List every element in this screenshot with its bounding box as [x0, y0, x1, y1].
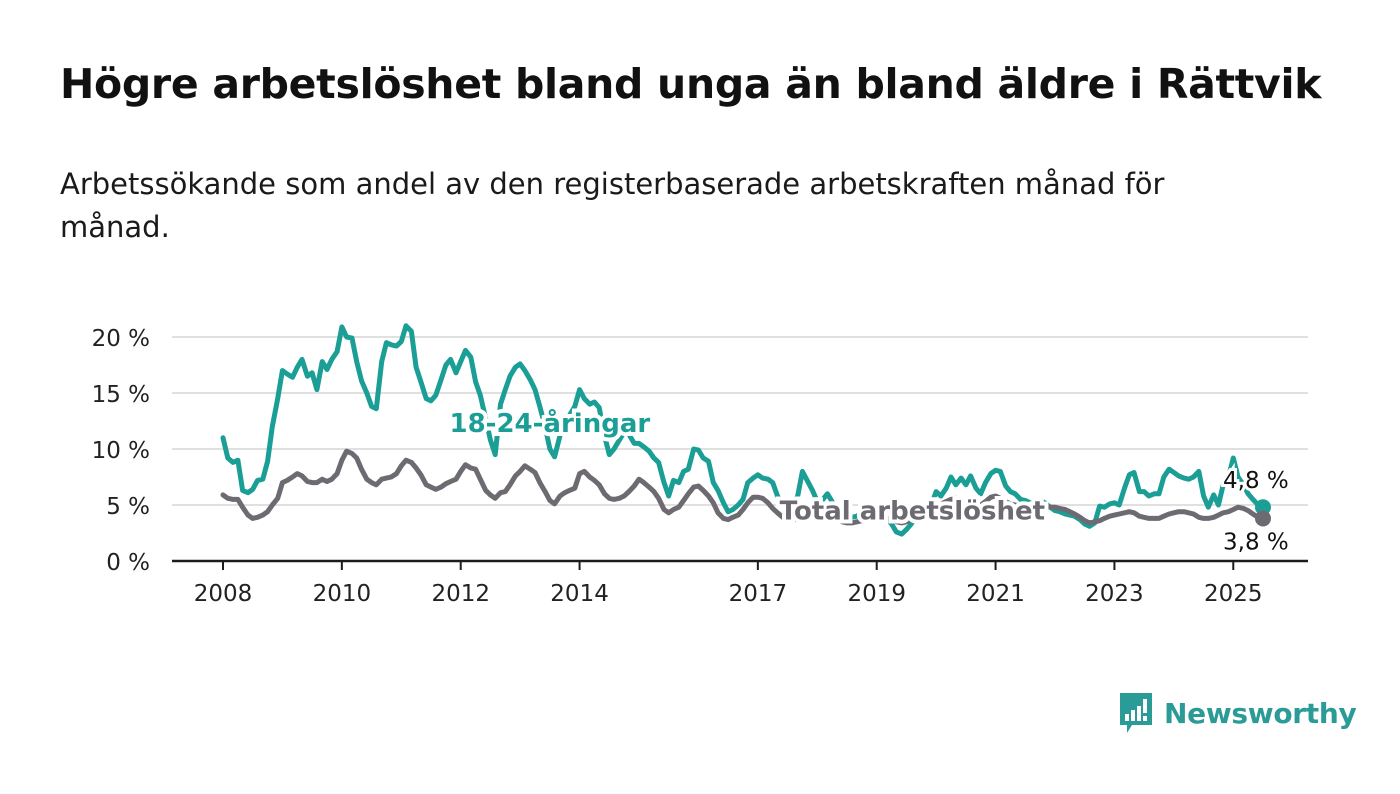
y-tick-label: 0 %	[106, 550, 150, 576]
series-end-point	[1255, 499, 1271, 516]
newsworthy-brand: Newsworthy	[1118, 690, 1357, 736]
x-tick-label: 2008	[194, 581, 253, 607]
x-tick-label: 2025	[1204, 581, 1263, 607]
series-end-point	[1255, 510, 1271, 527]
x-tick-label: 2017	[729, 581, 788, 607]
chart-subtitle: Arbetssökande som andel av den registerb…	[60, 167, 1165, 244]
newsworthy-logo-icon	[1120, 693, 1152, 733]
series-end-label: 4,8 %	[1223, 468, 1289, 494]
axes: 0 % 5 % 10 % 15 % 20 % 2008 2010 2012 2014 2017 20…	[92, 326, 1308, 607]
series-annotation: Total arbetslöshet	[780, 497, 1045, 527]
y-tick-label: 15 %	[92, 382, 150, 408]
series-labels: 4,8 % 3,8 % 18-24-åringar Total arbetslöshe…	[445, 403, 1291, 558]
series-annotation: 18-24-åringar	[449, 407, 650, 439]
x-tick-label: 2023	[1085, 581, 1144, 607]
series-end-label: 3,8 %	[1223, 529, 1289, 555]
x-tick-label: 2010	[313, 581, 372, 607]
series-lines	[220, 323, 1271, 537]
x-tick-label: 2019	[847, 581, 906, 607]
brand-name: Newsworthy	[1164, 696, 1357, 730]
y-tick-label: 20 %	[92, 326, 150, 352]
y-tick-label: 10 %	[92, 438, 150, 464]
chart-title: Högre arbetslöshet bland unga än bland ä…	[60, 60, 1322, 108]
line-chart: 0 % 5 % 10 % 15 % 20 % 2008 2010 2012 2014 2017 20…	[92, 323, 1308, 607]
series-line-youth	[220, 323, 1266, 537]
series-line-total	[220, 448, 1266, 526]
y-tick-label: 5 %	[106, 494, 150, 520]
x-tick-label: 2012	[431, 581, 490, 607]
x-tick-label: 2021	[966, 581, 1025, 607]
x-tick-label: 2014	[550, 581, 609, 607]
